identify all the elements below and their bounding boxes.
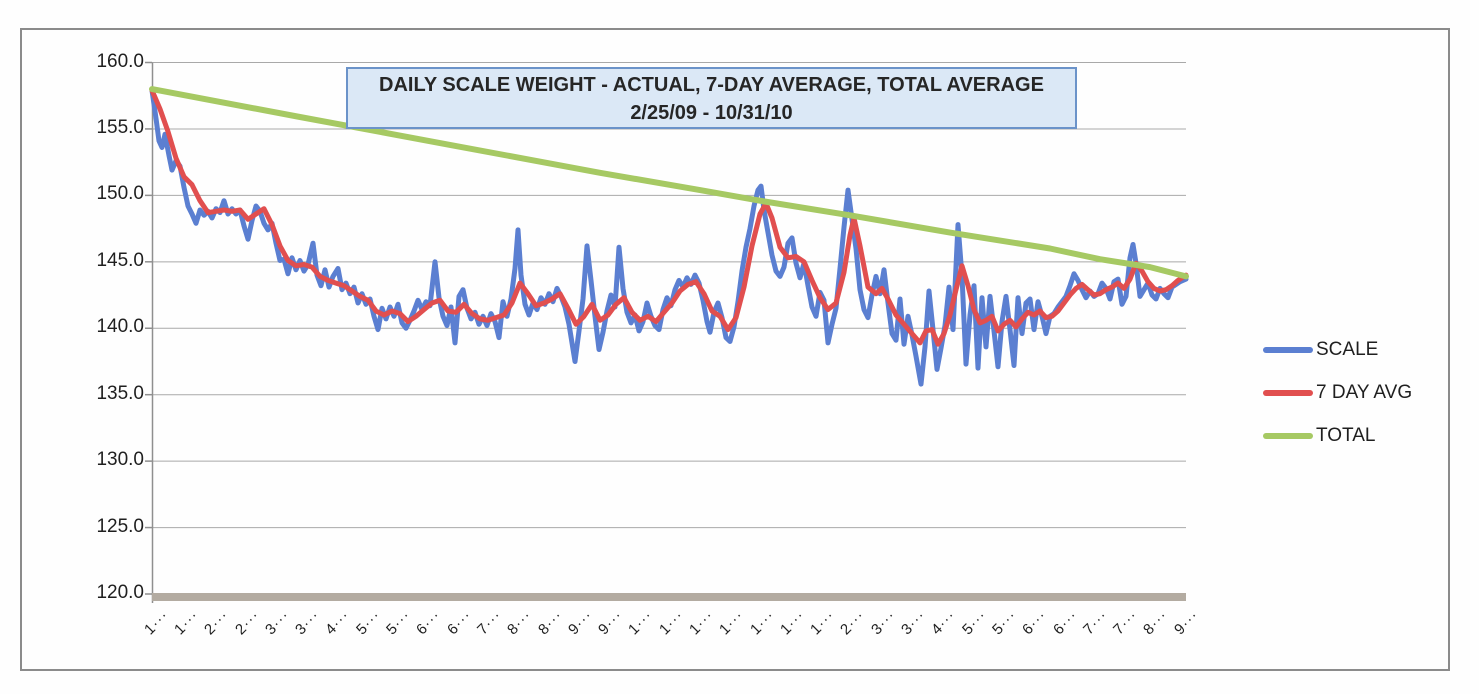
y-axis-tick-label: 140.0 xyxy=(96,316,144,338)
x-axis-baseline-bar xyxy=(152,593,1186,601)
y-axis-tick-label: 135.0 xyxy=(96,382,144,404)
legend-label: 7 DAY AVG xyxy=(1316,382,1413,403)
y-axis-tick-label: 125.0 xyxy=(96,515,144,537)
y-axis-tick-label: 150.0 xyxy=(96,183,144,205)
chart-title-box: DAILY SCALE WEIGHT - ACTUAL, 7-DAY AVERA… xyxy=(346,67,1077,129)
legend-item: 7 DAY AVG xyxy=(1263,379,1412,407)
legend-swatch-7-day-avg xyxy=(1263,390,1313,396)
legend-swatch-total xyxy=(1263,433,1313,439)
legend-item: TOTAL xyxy=(1263,422,1412,450)
legend-item: SCALE xyxy=(1263,336,1412,364)
series-line-scale xyxy=(149,87,1189,387)
y-axis-tick-label: 145.0 xyxy=(96,249,144,271)
chart-subtitle: 2/25/09 - 10/31/10 xyxy=(630,102,793,124)
chart-title: DAILY SCALE WEIGHT - ACTUAL, 7-DAY AVERA… xyxy=(379,74,1044,96)
chart-legend: SCALE 7 DAY AVG TOTAL xyxy=(1263,336,1412,465)
scan-border-frame xyxy=(20,28,1450,671)
y-axis-tick-label: 155.0 xyxy=(96,116,144,138)
series-line-total xyxy=(149,86,1189,280)
y-axis-tick-label: 130.0 xyxy=(96,449,144,471)
legend-label: SCALE xyxy=(1316,339,1379,360)
legend-swatch-scale xyxy=(1263,347,1313,353)
y-axis-tick-label: 120.0 xyxy=(96,582,144,603)
legend-label: TOTAL xyxy=(1316,425,1376,446)
y-axis-tick-label: 160.0 xyxy=(96,50,144,72)
series-line-7-day-avg xyxy=(149,87,1189,347)
